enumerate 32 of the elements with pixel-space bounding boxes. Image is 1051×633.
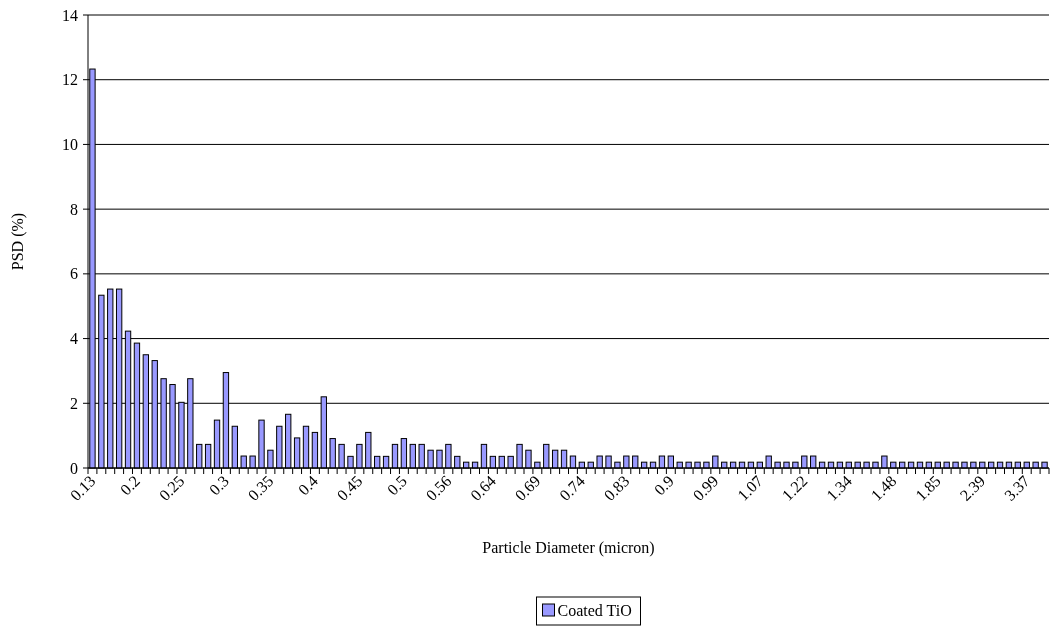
legend-label: Coated TiO (557, 601, 632, 619)
x-tick-label: 3.37 (1001, 472, 1033, 504)
y-axis-title: PSD (%) (9, 212, 27, 271)
y-tick-label: 14 (62, 6, 78, 24)
y-tick-label: 4 (70, 330, 78, 348)
x-tick-label: 0.45 (333, 472, 366, 504)
x-tick-label: 0.5 (383, 472, 411, 499)
x-tick-label: 0.99 (689, 472, 722, 504)
x-tick-label: 0.4 (294, 472, 322, 499)
y-tick-label: 0 (70, 459, 78, 477)
x-tick-label: 0.64 (467, 472, 499, 504)
x-tick-label: 0.56 (422, 472, 455, 504)
x-tick-label: 0.25 (155, 472, 188, 504)
x-tick-label: 1.07 (734, 472, 766, 504)
x-tick-label: 1.48 (867, 472, 900, 504)
y-tick-label: 12 (62, 71, 78, 89)
x-axis-title: Particle Diameter (micron) (482, 539, 655, 557)
x-tick-label: 0.35 (244, 472, 277, 504)
x-tick-label: 0.9 (650, 472, 677, 499)
x-tick-label: 2.39 (956, 472, 989, 504)
x-tick-label: 0.3 (205, 472, 233, 499)
x-tick-label: 1.85 (912, 472, 944, 504)
x-tick-label: 0.69 (511, 472, 544, 504)
y-tick-label: 10 (62, 136, 78, 154)
x-tick-label: 0.2 (116, 472, 144, 499)
x-tick-label: 1.22 (778, 472, 811, 504)
x-tick-label: 0.74 (556, 472, 588, 504)
y-tick-label: 8 (70, 200, 78, 218)
y-tick-label: 6 (70, 265, 78, 283)
x-tick-label: 0.83 (600, 472, 633, 504)
y-tick-label: 2 (70, 394, 78, 412)
x-tick-label: 1.34 (823, 472, 855, 504)
